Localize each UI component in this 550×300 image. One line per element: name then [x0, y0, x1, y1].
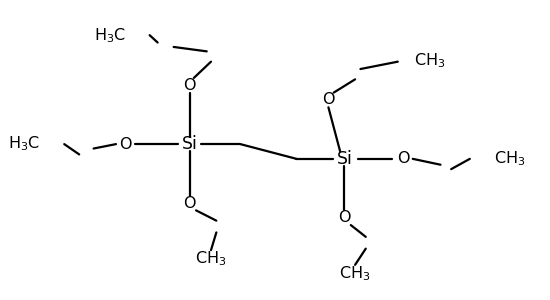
Text: CH$_3$: CH$_3$ [195, 250, 227, 268]
Text: H$_3$C: H$_3$C [8, 135, 40, 154]
Text: O: O [397, 151, 409, 166]
Text: Si: Si [337, 150, 353, 168]
Text: H$_3$C: H$_3$C [94, 26, 125, 44]
Text: O: O [322, 92, 334, 107]
Text: Si: Si [182, 135, 197, 153]
Text: CH$_3$: CH$_3$ [339, 264, 371, 283]
Text: O: O [183, 196, 196, 211]
Text: CH$_3$: CH$_3$ [414, 51, 446, 70]
Text: O: O [338, 210, 351, 225]
Text: O: O [119, 136, 132, 152]
Text: O: O [183, 78, 196, 93]
Text: CH$_3$: CH$_3$ [494, 149, 525, 168]
